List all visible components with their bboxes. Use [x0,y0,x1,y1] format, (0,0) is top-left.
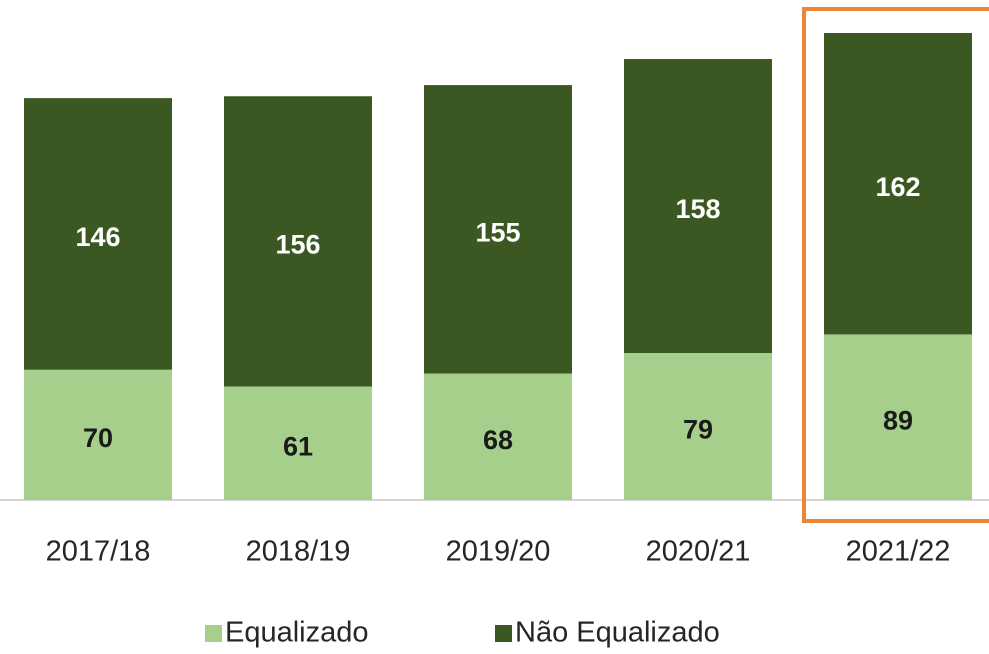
value-label: 68 [483,425,513,455]
legend-label: Não Equalizado [515,617,720,649]
value-label: 89 [883,405,913,435]
value-label: 162 [875,172,920,202]
legend-label: Equalizado [225,617,369,649]
value-label: 61 [283,431,313,461]
value-label: 156 [275,230,320,260]
x-tick-label: 2018/19 [246,536,351,568]
x-tick-label: 2019/20 [446,536,551,568]
x-tick-label: 2017/18 [46,536,151,568]
value-label: 146 [75,222,120,252]
legend-swatch [495,625,512,642]
chart: 70 146 2017/18 61 156 2018/19 68 155 2019/20 79 15… [0,0,989,654]
value-label: 79 [683,415,713,445]
legend-swatch [205,625,222,642]
value-label: 70 [83,423,113,453]
x-tick-label: 2020/21 [646,536,751,568]
value-label: 158 [675,194,720,224]
value-label: 155 [475,217,520,247]
x-tick-label: 2021/22 [846,536,951,568]
